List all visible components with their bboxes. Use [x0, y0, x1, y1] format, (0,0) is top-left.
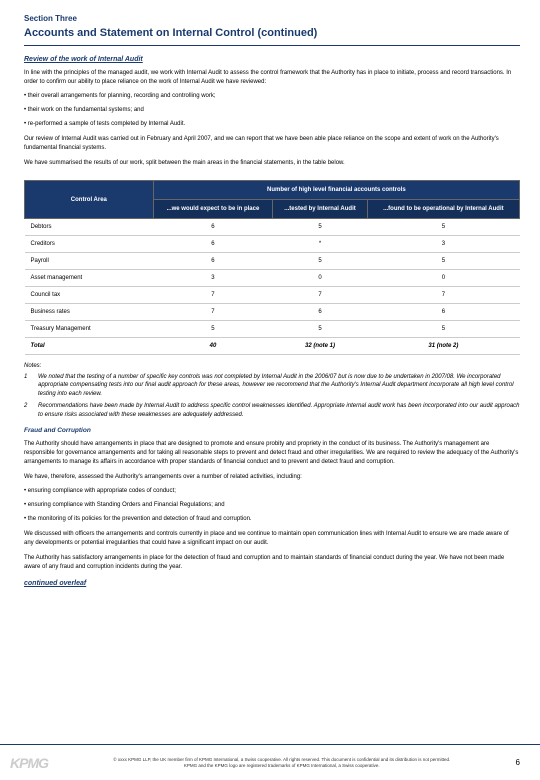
row-c3: 5 [367, 253, 519, 270]
para-2: Our review of Internal Audit was carried… [24, 135, 520, 153]
note-text-2: Recommendations have been made by Intern… [38, 402, 520, 419]
note-num-2: 2 [24, 402, 38, 419]
row-c2: 7 [273, 287, 368, 304]
footer-line-2: KPMG and the KPMG logo are registered tr… [184, 763, 380, 768]
row-label: Council tax [25, 287, 154, 304]
row-label: Business rates [25, 304, 154, 321]
page-footer: KPMG © xxxx KPMG LLP, the UK member firm… [0, 744, 540, 780]
row-c1: 6 [153, 236, 273, 253]
row-c2: 0 [273, 270, 368, 287]
note-num-1: 1 [24, 373, 38, 398]
bullet-3: • re-performed a sample of tests complet… [24, 120, 520, 129]
row-c3: 5 [367, 219, 519, 236]
bullet-2: • their work on the fundamental systems;… [24, 106, 520, 115]
notes-label: Notes: [24, 363, 520, 369]
row-label: Debtors [25, 219, 154, 236]
th-col2: ...tested by Internal Audit [273, 200, 368, 219]
th-group: Number of high level financial accounts … [153, 181, 519, 200]
row-c2: 5 [273, 253, 368, 270]
bullet-1: • their overall arrangements for plannin… [24, 92, 520, 101]
row-c1: 6 [153, 253, 273, 270]
row-c3: 0 [367, 270, 519, 287]
controls-table: Control Area Number of high level financ… [24, 180, 520, 355]
footer-line-1: © xxxx KPMG LLP, the UK member firm of K… [113, 757, 450, 762]
fc-para-4: The Authority has satisfactory arrangeme… [24, 554, 520, 572]
review-heading: Review of the work of Internal Audit [24, 56, 520, 63]
fraud-heading: Fraud and Corruption [24, 427, 520, 434]
row-c3: 5 [367, 321, 519, 338]
fc-para-1: The Authority should have arrangements i… [24, 440, 520, 467]
table-row: Asset management300 [25, 270, 520, 287]
table-row: Treasury Management555 [25, 321, 520, 338]
row-c3: 3 [367, 236, 519, 253]
footer-text: © xxxx KPMG LLP, the UK member firm of K… [48, 757, 516, 769]
continued-label: continued overleaf [24, 580, 520, 587]
row-c2: * [273, 236, 368, 253]
row-c1: 6 [153, 219, 273, 236]
note-2: 2 Recommendations have been made by Inte… [24, 402, 520, 419]
table-row: Payroll655 [25, 253, 520, 270]
para-1: In line with the principles of the manag… [24, 69, 520, 87]
row-c1: 3 [153, 270, 273, 287]
note-text-1: We noted that the testing of a number of… [38, 373, 520, 398]
row-c3: 7 [367, 287, 519, 304]
fc-bullet-2: • ensuring compliance with Standing Orde… [24, 501, 520, 510]
fc-bullet-1: • ensuring compliance with appropriate c… [24, 487, 520, 496]
section-label: Section Three [24, 14, 520, 23]
table-row: Debtors655 [25, 219, 520, 236]
table-row: Business rates766 [25, 304, 520, 321]
row-label: Asset management [25, 270, 154, 287]
table-row: Creditors6*3 [25, 236, 520, 253]
table-row: Council tax777 [25, 287, 520, 304]
row-c2: 5 [273, 219, 368, 236]
total-c3: 31 (note 2) [367, 338, 519, 355]
row-c3: 6 [367, 304, 519, 321]
row-c1: 7 [153, 287, 273, 304]
page-title: Accounts and Statement on Internal Contr… [24, 27, 520, 46]
th-col3: ...found to be operational by Internal A… [367, 200, 519, 219]
total-c1: 40 [153, 338, 273, 355]
fc-bullet-3: • the monitoring of its policies for the… [24, 515, 520, 524]
page-number: 6 [516, 758, 520, 767]
row-c1: 5 [153, 321, 273, 338]
row-label: Treasury Management [25, 321, 154, 338]
fc-para-2: We have, therefore, assessed the Authori… [24, 473, 520, 482]
table-total-row: Total4032 (note 1)31 (note 2) [25, 338, 520, 355]
row-label: Payroll [25, 253, 154, 270]
fc-para-3: We discussed with officers the arrangeme… [24, 530, 520, 548]
total-c2: 32 (note 1) [273, 338, 368, 355]
kpmg-logo: KPMG [10, 755, 48, 771]
note-1: 1 We noted that the testing of a number … [24, 373, 520, 398]
th-col1: ...we would expect to be in place [153, 200, 273, 219]
row-c2: 6 [273, 304, 368, 321]
total-label: Total [25, 338, 154, 355]
row-c1: 7 [153, 304, 273, 321]
th-corner: Control Area [25, 181, 154, 219]
row-label: Creditors [25, 236, 154, 253]
para-3: We have summarised the results of our wo… [24, 159, 520, 168]
row-c2: 5 [273, 321, 368, 338]
